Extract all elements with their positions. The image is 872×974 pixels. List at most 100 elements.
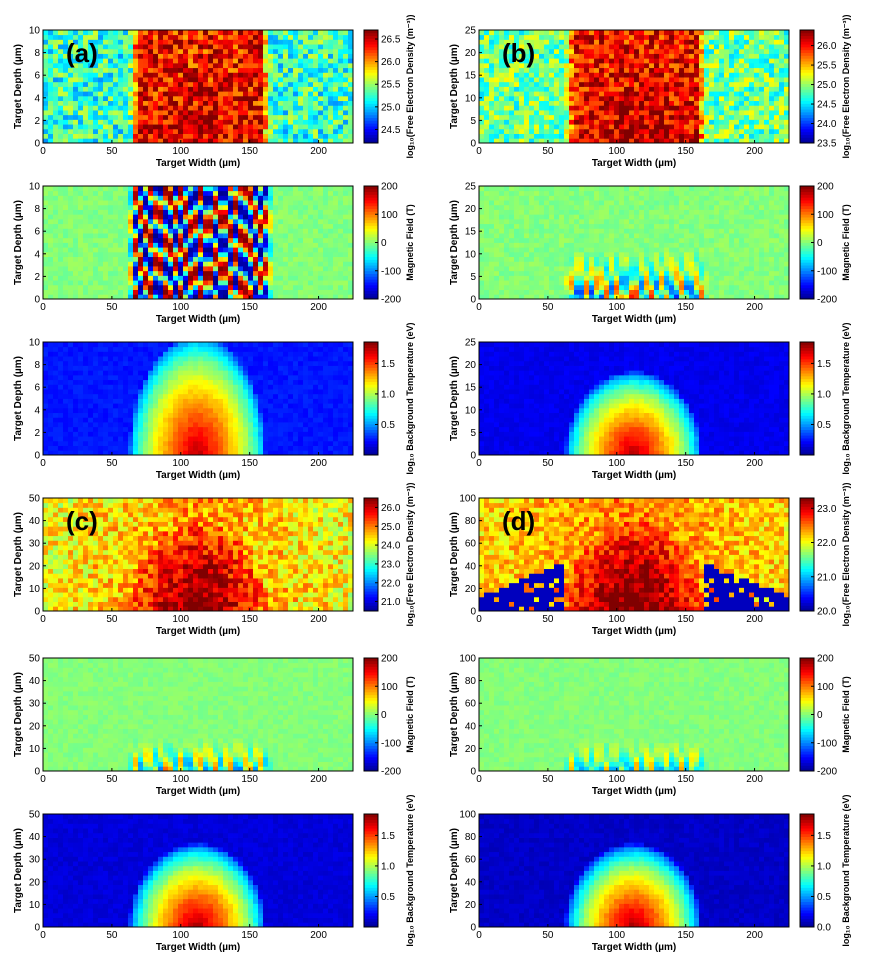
heatmap-cell: [63, 86, 69, 92]
heatmap-cell: [318, 128, 324, 134]
heatmap-cell: [629, 48, 635, 54]
heatmap-cell: [308, 81, 314, 87]
heatmap-cell: [328, 95, 334, 102]
heatmap-cell: [173, 128, 179, 134]
heatmap-cell: [278, 204, 284, 210]
heatmap-cell: [163, 284, 169, 290]
heatmap-cell: [168, 266, 174, 272]
colorbar: 23.524.024.525.025.526.0 log₁₀(Free Elect…: [799, 14, 851, 159]
heatmap-cell: [559, 62, 565, 69]
heatmap-cell: [253, 223, 259, 229]
heatmap-cell: [183, 247, 189, 253]
heatmap-cell: [338, 34, 344, 40]
heatmap-cell: [233, 133, 239, 139]
heatmap-cell: [273, 223, 279, 229]
heatmap-cell: [243, 119, 249, 125]
heatmap-cell: [644, 53, 650, 59]
heatmap-cell: [534, 209, 540, 215]
heatmap-cell: [203, 228, 209, 234]
heatmap-cell: [163, 204, 169, 210]
heatmap-cell: [333, 294, 339, 300]
heatmap-cell: [499, 204, 505, 210]
heatmap-cell: [253, 190, 259, 196]
colorbar-segment: [800, 126, 814, 130]
heatmap-cell: [479, 30, 485, 36]
heatmap-cell: [649, 30, 655, 36]
heatmap-cell: [333, 105, 339, 111]
heatmap-cell: [143, 233, 149, 239]
heatmap-cell: [173, 261, 179, 267]
heatmap-cell: [308, 228, 314, 234]
heatmap-cell: [263, 200, 269, 206]
heatmap-cell: [328, 110, 334, 116]
heatmap-cell: [283, 44, 289, 50]
heatmap-cell: [514, 34, 520, 40]
heatmap-cell: [534, 72, 540, 78]
heatmap-cell: [118, 67, 124, 73]
heatmap-cell: [223, 44, 229, 50]
heatmap-cell: [168, 237, 174, 243]
heatmap-cell: [173, 209, 179, 215]
heatmap-cell: [108, 44, 114, 50]
heatmap-cell: [148, 133, 154, 139]
heatmap-cell: [93, 133, 99, 139]
heatmap-cell: [83, 247, 89, 253]
heatmap-cell: [308, 30, 314, 36]
heatmap-cell: [123, 270, 129, 276]
heatmap-cell: [218, 214, 224, 220]
heatmap-cell: [53, 209, 59, 215]
heatmap-cell: [43, 204, 49, 210]
heatmap-cell: [203, 34, 209, 40]
heatmap-cell: [754, 62, 760, 69]
heatmap-cell: [479, 133, 485, 139]
heatmap-cell: [614, 58, 620, 64]
heatmap-cell: [133, 100, 139, 106]
heatmap-cell: [504, 261, 510, 267]
colorbar-tick-label: 26.5: [381, 35, 401, 46]
heatmap-cell: [308, 294, 314, 300]
heatmap-cell: [338, 237, 344, 243]
x-tick-label: 100: [172, 146, 189, 157]
heatmap-cell: [168, 67, 174, 73]
heatmap-cell: [298, 39, 304, 45]
heatmap-cell: [148, 67, 154, 73]
heatmap-cell: [128, 110, 134, 116]
heatmap-cell: [769, 62, 775, 69]
heatmap-cell: [494, 77, 500, 83]
heatmap-cell: [253, 133, 259, 139]
heatmap-cell: [694, 81, 700, 87]
heatmap-cell: [308, 261, 314, 267]
colorbar: 24.525.025.526.026.5 log₁₀(Free Electron …: [363, 14, 415, 159]
heatmap-cell: [739, 48, 745, 54]
heatmap-cell: [148, 214, 154, 220]
heatmap-cell: [103, 86, 109, 92]
heatmap-cell: [253, 284, 259, 290]
heatmap-cell: [73, 133, 79, 139]
heatmap-cell: [504, 251, 510, 258]
heatmap-cell: [113, 39, 119, 45]
heatmap-cell: [644, 86, 650, 92]
heatmap-cell: [729, 30, 735, 36]
heatmap-cell: [243, 190, 249, 196]
heatmap-cell: [148, 77, 154, 83]
heatmap-cell: [278, 133, 284, 139]
heatmap-cell: [248, 209, 254, 215]
heatmap-cell: [504, 270, 510, 276]
heatmap-cell: [504, 30, 510, 36]
heatmap-cell: [564, 105, 570, 111]
heatmap-cell: [78, 266, 84, 272]
heatmap-cell: [519, 284, 525, 290]
heatmap-cell: [283, 30, 289, 36]
heatmap-cell: [248, 62, 254, 69]
heatmap-cell: [73, 114, 79, 120]
heatmap-cell: [614, 67, 620, 73]
heatmap-cell: [484, 289, 490, 295]
heatmap-cell: [308, 67, 314, 73]
heatmap-cell: [744, 48, 750, 54]
heatmap-cell: [779, 95, 785, 102]
heatmap-cell: [203, 186, 209, 192]
heatmap-cell: [68, 218, 74, 225]
heatmap-cell: [704, 138, 710, 144]
heatmap-cell: [649, 48, 655, 54]
heatmap-cell: [629, 34, 635, 40]
